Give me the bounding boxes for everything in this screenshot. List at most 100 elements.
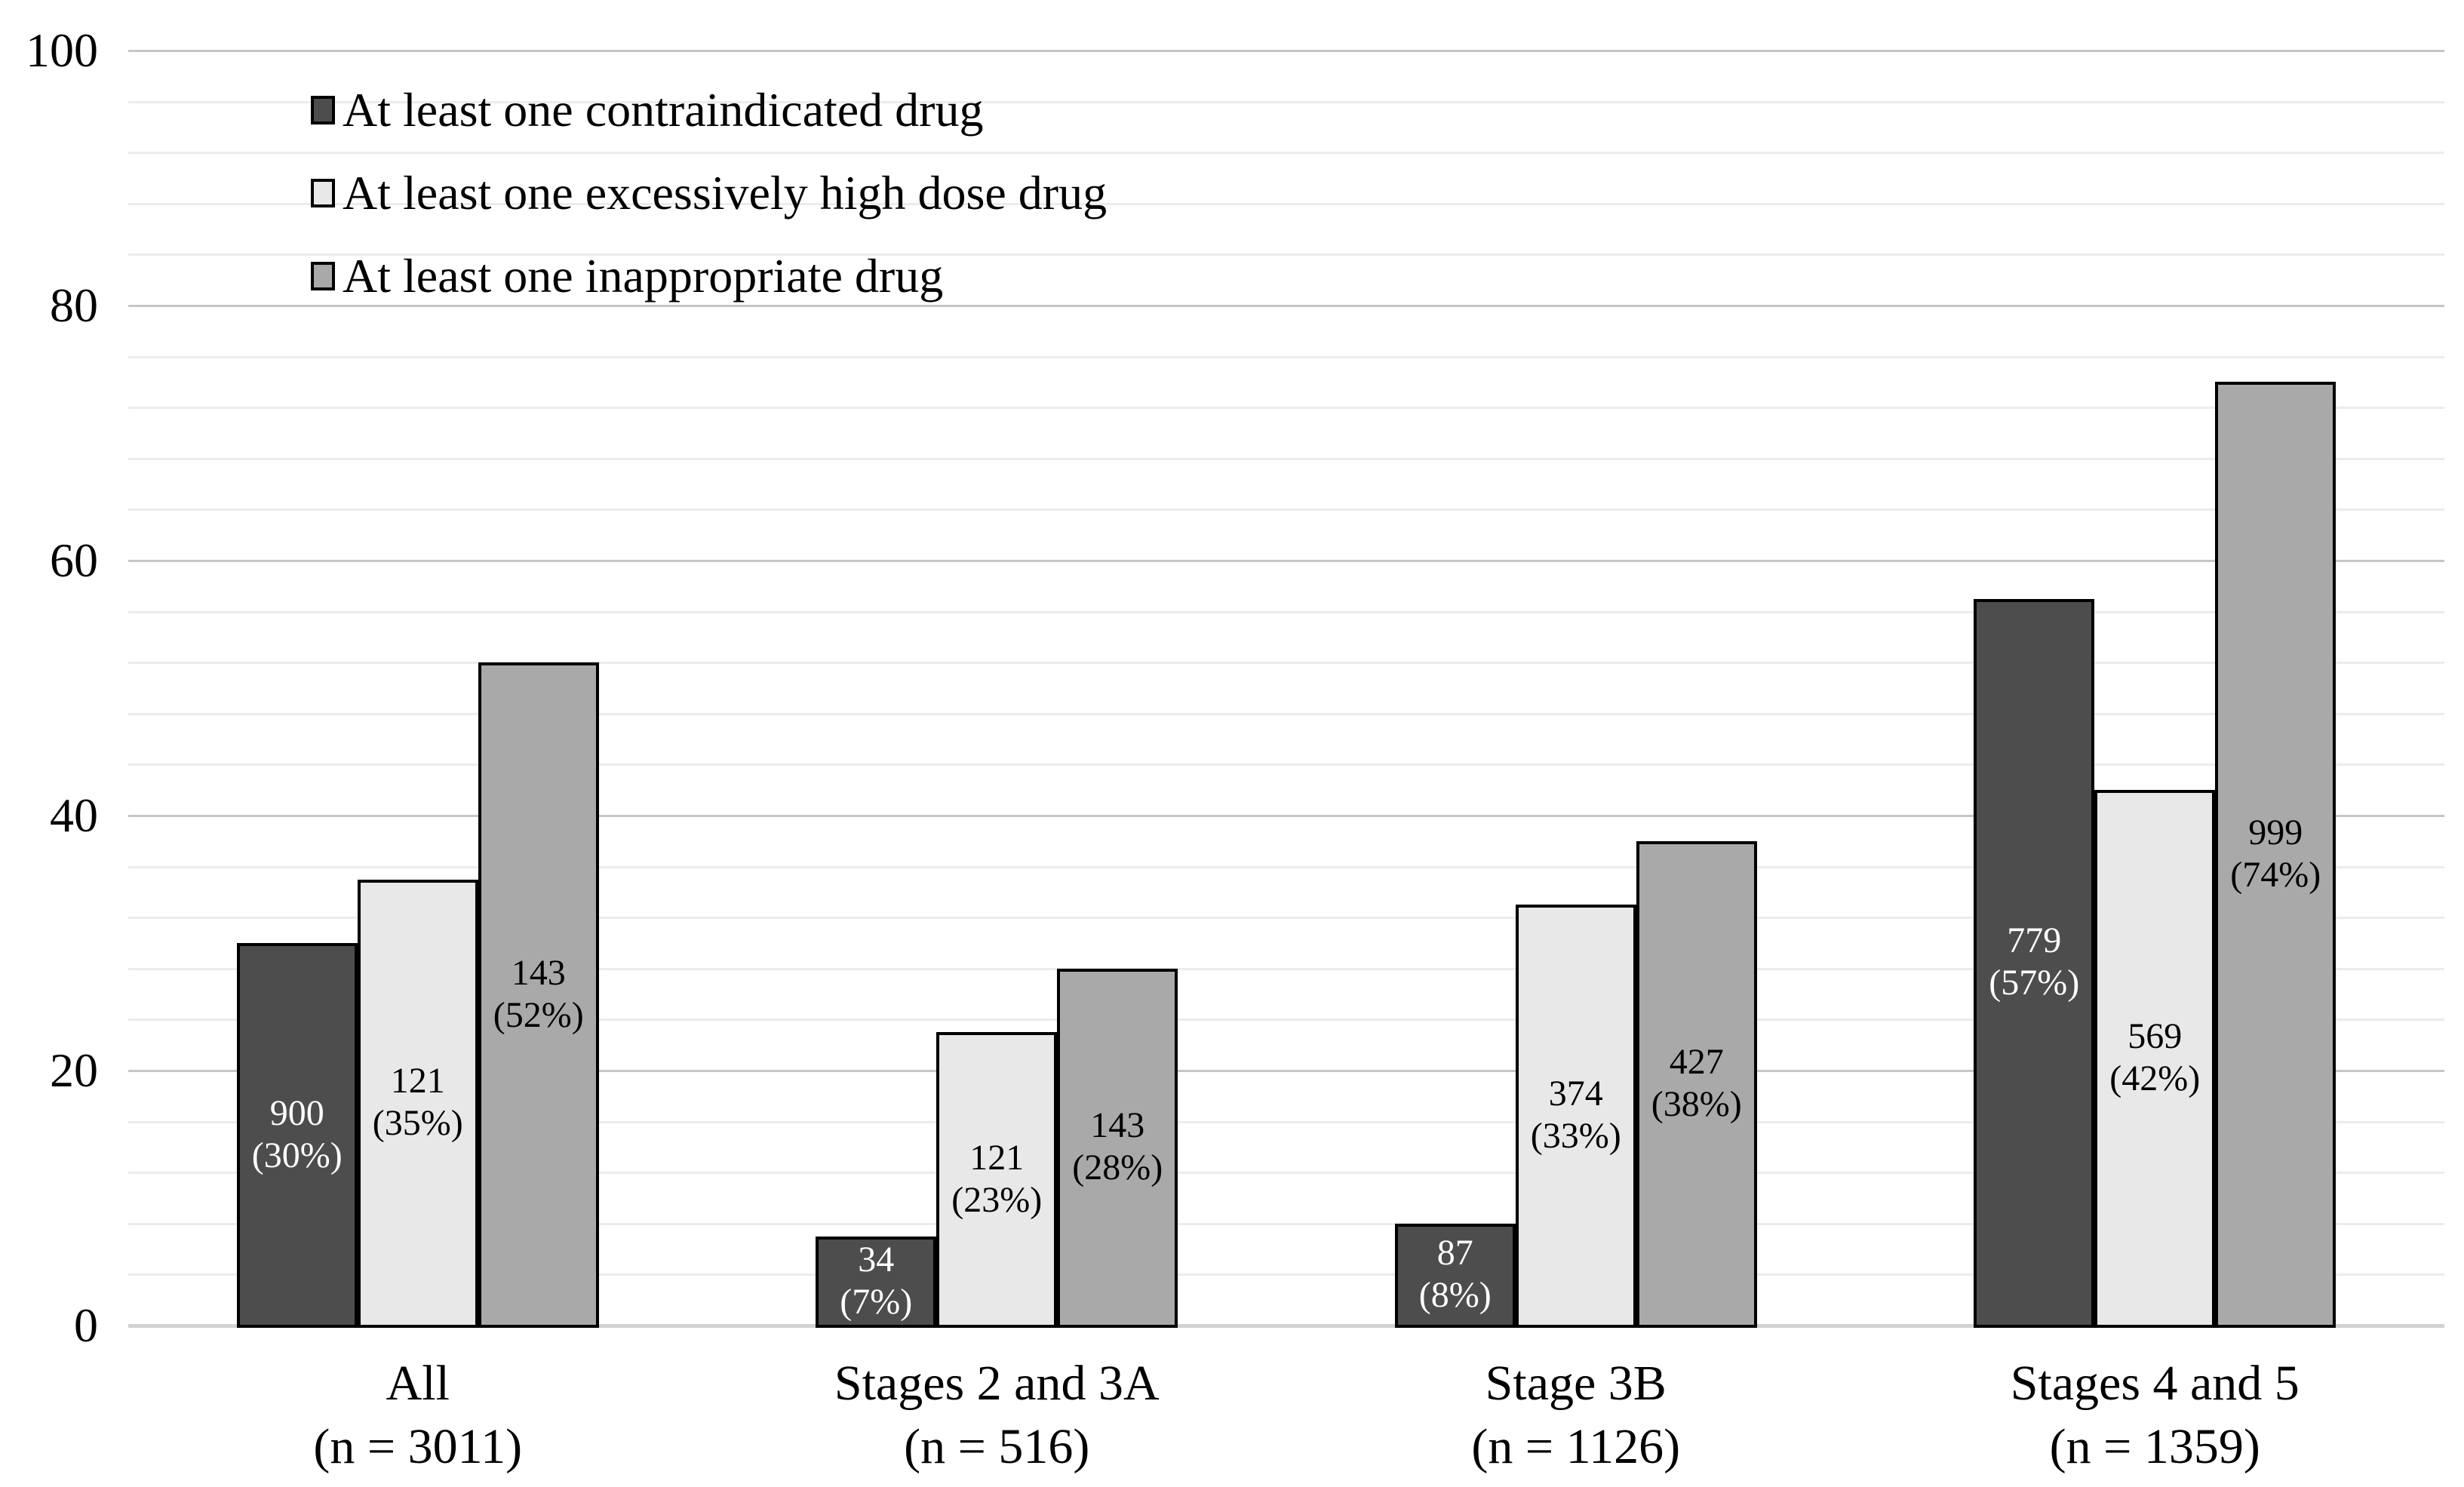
legend-item-inappropriate: At least one inappropriate drug xyxy=(311,249,1107,303)
minor-gridline xyxy=(128,1222,2444,1225)
minor-gridline xyxy=(128,865,2444,868)
bar-series2-cat2 xyxy=(936,1032,1058,1328)
bar-count-label: 143 xyxy=(1090,1105,1145,1146)
bar-percent-label: (30%) xyxy=(251,1135,343,1175)
bar-value-label: 779 (57%) xyxy=(1974,599,2094,1326)
bar-series1-cat3 xyxy=(1394,1223,1516,1328)
bar-series1-cat1 xyxy=(236,943,358,1328)
bar-percent-label: (8%) xyxy=(1418,1275,1492,1316)
major-gridline xyxy=(128,1070,2444,1072)
y-tick-label: 100 xyxy=(26,23,98,77)
y-tick-label: 20 xyxy=(50,1043,98,1097)
category-n: (n = 1359) xyxy=(2049,1419,2260,1474)
minor-gridline xyxy=(128,508,2444,512)
bar-percent-label: (42%) xyxy=(2109,1058,2201,1099)
bar-value-label: 427 (38%) xyxy=(1636,841,1757,1326)
minor-gridline xyxy=(128,253,2444,257)
bar-series1-cat2 xyxy=(816,1236,937,1328)
major-gridline xyxy=(128,50,2444,52)
bar-count-label: 34 xyxy=(858,1239,895,1280)
bar-count-label: 427 xyxy=(1669,1041,1724,1082)
bar-value-label: 143 (28%) xyxy=(1057,969,1178,1326)
bar-value-label: 999 (74%) xyxy=(2215,382,2336,1326)
bar-percent-label: (74%) xyxy=(2230,854,2321,895)
y-tick-label: 0 xyxy=(74,1298,98,1352)
legend-item-excessive-dose: At least one excessively high dose drug xyxy=(311,166,1108,220)
bar-percent-label: (33%) xyxy=(1530,1116,1621,1157)
minor-gridline xyxy=(128,712,2444,715)
major-gridline xyxy=(128,560,2444,562)
category-name: Stages 2 and 3A xyxy=(834,1356,1160,1411)
category-name: Stage 3B xyxy=(1485,1356,1667,1411)
category-n: (n = 3011) xyxy=(313,1419,523,1474)
minor-gridline xyxy=(128,610,2444,613)
legend-swatch-icon xyxy=(311,96,335,124)
legend-swatch-icon xyxy=(311,179,335,207)
bar-count-label: 374 xyxy=(1548,1074,1603,1114)
bar-value-label: 34 (7%) xyxy=(816,1237,936,1326)
bar-series3-cat1 xyxy=(478,662,599,1328)
x-category-label: All (n = 3011) xyxy=(313,1352,522,1479)
minor-gridline xyxy=(128,917,2444,920)
bar-percent-label: (35%) xyxy=(372,1103,463,1144)
y-tick-label: 80 xyxy=(50,278,98,332)
bar-count-label: 900 xyxy=(269,1092,324,1133)
bar-series1-cat4 xyxy=(1974,598,2095,1328)
minor-gridline xyxy=(128,457,2444,460)
category-n: (n = 1126) xyxy=(1471,1419,1681,1474)
y-tick-label: 60 xyxy=(50,533,98,587)
legend: At least one contraindicated drug At lea… xyxy=(311,83,1108,333)
bar-series3-cat4 xyxy=(2215,382,2336,1328)
minor-gridline xyxy=(128,407,2444,410)
minor-gridline xyxy=(128,967,2444,970)
bar-count-label: 143 xyxy=(511,952,566,993)
bar-series2-cat4 xyxy=(2094,790,2216,1328)
x-category-label: Stages 4 and 5 (n = 1359) xyxy=(2011,1352,2300,1479)
bar-series3-cat3 xyxy=(1636,840,1757,1328)
bar-value-label: 87 (8%) xyxy=(1395,1224,1516,1326)
bar-count-label: 999 xyxy=(2248,812,2303,853)
bar-percent-label: (28%) xyxy=(1072,1148,1163,1188)
bar-value-label: 900 (30%) xyxy=(237,943,358,1326)
major-gridline xyxy=(128,815,2444,817)
bar-value-label: 143 (52%) xyxy=(478,662,599,1326)
category-n: (n = 516) xyxy=(904,1419,1090,1474)
x-axis-line xyxy=(128,1324,2444,1328)
bar-percent-label: (52%) xyxy=(493,994,584,1035)
bar-value-label: 374 (33%) xyxy=(1516,905,1636,1326)
bar-value-label: 121 (23%) xyxy=(936,1032,1057,1326)
minor-gridline xyxy=(128,1273,2444,1277)
bar-series3-cat2 xyxy=(1057,968,1178,1328)
category-name: All xyxy=(386,1356,450,1411)
legend-label: At least one excessively high dose drug xyxy=(343,166,1108,220)
minor-gridline xyxy=(128,355,2444,358)
legend-label: At least one contraindicated drug xyxy=(343,83,984,137)
bar-count-label: 121 xyxy=(969,1137,1025,1178)
bar-value-label: 121 (35%) xyxy=(358,880,478,1326)
bar-percent-label: (57%) xyxy=(1989,963,2080,1003)
legend-label: At least one inappropriate drug xyxy=(343,249,944,303)
minor-gridline xyxy=(128,662,2444,665)
bar-count-label: 569 xyxy=(2128,1016,2183,1057)
x-category-label: Stage 3B (n = 1126) xyxy=(1471,1352,1680,1479)
major-gridline xyxy=(128,305,2444,307)
minor-gridline xyxy=(128,152,2444,155)
category-name: Stages 4 and 5 xyxy=(2010,1356,2300,1411)
minor-gridline xyxy=(128,1018,2444,1022)
bar-series2-cat1 xyxy=(357,879,478,1328)
bar-percent-label: (23%) xyxy=(951,1179,1043,1220)
bar-series2-cat3 xyxy=(1515,905,1636,1328)
y-tick-label: 40 xyxy=(50,788,98,842)
minor-gridline xyxy=(128,1120,2444,1123)
legend-item-contraindicated: At least one contraindicated drug xyxy=(311,83,1107,137)
minor-gridline xyxy=(128,202,2444,205)
minor-gridline xyxy=(128,100,2444,103)
bar-count-label: 779 xyxy=(2007,920,2062,961)
legend-swatch-icon xyxy=(311,262,335,290)
bar-value-label: 569 (42%) xyxy=(2094,790,2215,1326)
bar-percent-label: (7%) xyxy=(840,1281,913,1322)
bar-percent-label: (38%) xyxy=(1651,1083,1742,1124)
minor-gridline xyxy=(128,763,2444,767)
bar-count-label: 121 xyxy=(390,1061,445,1101)
